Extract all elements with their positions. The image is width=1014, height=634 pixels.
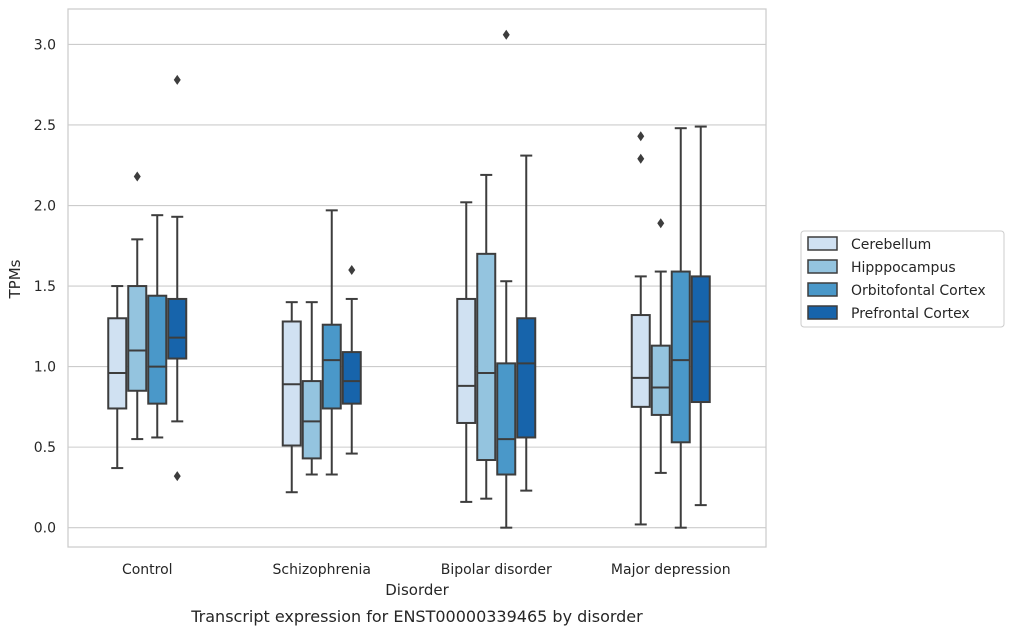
- chart-caption: Transcript expression for ENST0000033946…: [190, 607, 643, 626]
- x-tick-label: Schizophrenia: [273, 562, 371, 578]
- box-1-1: [301, 301, 322, 476]
- box-iqr: [650, 344, 671, 416]
- legend-swatch: [807, 236, 838, 251]
- legend-swatch: [807, 282, 838, 297]
- x-tick-label: Bipolar disorder: [441, 562, 552, 578]
- y-tick-labels: 0.0 0.5 1.0 1.5 2.0 2.5 3.0: [34, 37, 56, 536]
- legend-label: Orbitofontal Cortex: [851, 283, 986, 299]
- y-tick-label: 1.0: [34, 360, 56, 376]
- y-tick-label: 2.0: [34, 199, 56, 215]
- box-0-1: [281, 301, 302, 494]
- grid-lines: [68, 43, 766, 529]
- legend-label: Hipppocampus: [851, 260, 956, 276]
- y-tick-label: 0.0: [34, 521, 56, 537]
- y-tick-label: 3.0: [34, 37, 56, 53]
- box-iqr: [341, 351, 362, 405]
- y-tick-label: 1.5: [34, 279, 56, 295]
- box-3-0: [167, 74, 188, 482]
- x-tick-label: Major depression: [611, 562, 731, 578]
- box-3-3: [690, 125, 711, 507]
- outlier-point: [637, 153, 645, 164]
- box-iqr: [630, 314, 651, 408]
- legend: Cerebellum Hipppocampus Orbitofontal Corte…: [800, 230, 1005, 328]
- box-3-2: [516, 154, 537, 492]
- box-1-0: [127, 171, 148, 441]
- outlier-point: [133, 171, 141, 182]
- box-2-3: [670, 127, 691, 529]
- box-iqr: [127, 285, 148, 392]
- outlier-point: [173, 74, 181, 85]
- outlier-point: [502, 29, 510, 40]
- plot-boxes: [107, 29, 711, 529]
- box-1-3: [650, 218, 671, 474]
- x-tick-labels: Control Schizophrenia Bipolar disorder Majo…: [122, 562, 731, 578]
- box-0-0: [107, 285, 128, 470]
- box-iqr: [516, 317, 537, 439]
- box-iqr: [107, 317, 128, 410]
- outlier-point: [637, 131, 645, 142]
- outlier-point: [348, 264, 356, 275]
- y-tick-label: 0.5: [34, 440, 56, 456]
- box-2-0: [147, 214, 168, 439]
- x-tick-label: Control: [122, 562, 173, 578]
- legend-swatch: [807, 305, 838, 320]
- box-iqr: [321, 323, 342, 410]
- box-0-3: [630, 131, 651, 526]
- outlier-point: [657, 218, 665, 229]
- box-iqr: [670, 270, 691, 444]
- box-3-1: [341, 264, 362, 455]
- legend-label: Cerebellum: [851, 237, 931, 253]
- box-iqr: [476, 252, 497, 462]
- y-axis-label: TPMs: [6, 259, 24, 299]
- outlier-point: [173, 471, 181, 482]
- box-iqr: [690, 275, 711, 404]
- box-iqr: [167, 297, 188, 360]
- plot-frame: [67, 8, 767, 548]
- box-iqr: [301, 380, 322, 460]
- box-0-2: [456, 201, 477, 503]
- legend-label: Prefrontal Cortex: [851, 306, 970, 322]
- box-2-1: [321, 209, 342, 476]
- y-tick-label: 2.5: [34, 118, 56, 134]
- legend-swatch: [807, 259, 838, 274]
- box-1-2: [476, 173, 497, 500]
- box-2-2: [496, 29, 517, 529]
- box-iqr: [456, 297, 477, 424]
- x-axis-label: Disorder: [385, 581, 449, 599]
- box-iqr: [496, 362, 517, 476]
- box-iqr: [147, 294, 168, 405]
- legend-frame: [800, 230, 1005, 328]
